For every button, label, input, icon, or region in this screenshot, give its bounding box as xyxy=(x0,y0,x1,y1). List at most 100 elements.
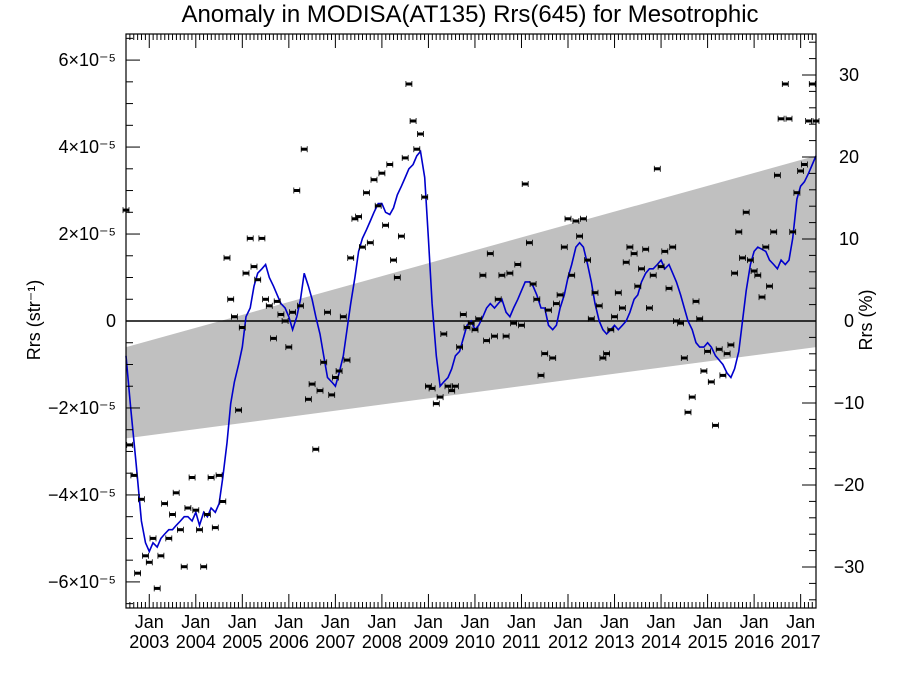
data-point-marker xyxy=(754,273,761,277)
data-point xyxy=(789,228,797,235)
data-point xyxy=(254,276,262,283)
data-point-marker xyxy=(181,565,188,569)
data-point xyxy=(677,320,684,327)
x-tick-label-year: 2017 xyxy=(781,632,821,652)
data-point-marker xyxy=(658,265,665,269)
data-point xyxy=(649,272,657,279)
data-point xyxy=(238,324,246,331)
data-point xyxy=(572,218,580,224)
data-point-marker xyxy=(693,299,699,303)
data-point-marker xyxy=(359,245,366,249)
data-point-marker xyxy=(274,299,281,303)
data-point-marker xyxy=(258,236,265,240)
data-point xyxy=(533,296,541,303)
data-point xyxy=(207,474,215,481)
data-point xyxy=(448,387,456,394)
data-point-marker xyxy=(801,163,808,166)
data-point-marker xyxy=(545,308,552,312)
data-point-marker xyxy=(417,132,424,136)
data-point-marker xyxy=(689,395,696,399)
data-point xyxy=(370,176,378,183)
y-tick-label-left: 6×10⁻⁵ xyxy=(58,50,116,70)
data-point xyxy=(723,350,731,357)
data-point xyxy=(580,215,587,222)
data-point-marker xyxy=(126,443,133,447)
x-tick-label-month: Jan xyxy=(786,612,815,632)
data-point-marker xyxy=(673,319,680,323)
data-point xyxy=(498,272,506,279)
data-point-marker xyxy=(251,265,257,269)
data-point xyxy=(665,285,673,292)
data-point xyxy=(739,254,746,261)
data-point-marker xyxy=(266,304,273,308)
data-point-marker xyxy=(615,291,622,295)
data-point-marker xyxy=(196,528,203,532)
data-point-marker xyxy=(514,263,521,266)
data-point-marker xyxy=(735,230,742,234)
data-point-marker xyxy=(704,349,711,353)
data-point-marker xyxy=(177,528,184,532)
data-point xyxy=(584,257,591,264)
data-point-marker xyxy=(157,554,164,558)
data-point-marker xyxy=(789,230,796,234)
data-point xyxy=(781,81,789,87)
data-point xyxy=(142,552,149,559)
data-point xyxy=(250,263,258,270)
data-point-marker xyxy=(277,313,284,316)
data-point-marker xyxy=(402,156,409,160)
data-point-marker xyxy=(231,315,238,319)
data-point xyxy=(393,274,401,281)
data-point xyxy=(715,346,723,353)
x-tick-label-month: Jan xyxy=(460,612,489,632)
data-point xyxy=(378,170,386,177)
data-point-marker xyxy=(227,297,234,301)
data-point-marker xyxy=(340,315,347,319)
data-point-marker xyxy=(793,191,800,195)
data-point-marker xyxy=(626,245,633,249)
data-point-marker xyxy=(770,230,777,234)
data-point xyxy=(444,383,452,390)
data-point xyxy=(297,302,304,309)
data-point-marker xyxy=(576,234,583,238)
data-point-marker xyxy=(386,163,393,166)
data-point xyxy=(184,505,192,511)
data-point-marker xyxy=(169,513,176,516)
data-point-marker xyxy=(270,336,277,340)
confidence-band xyxy=(126,155,816,439)
x-tick-label-year: 2005 xyxy=(222,632,262,652)
data-point-marker xyxy=(184,506,191,510)
data-point-marker xyxy=(425,384,432,388)
data-point xyxy=(785,115,793,122)
x-tick-label-month: Jan xyxy=(507,612,536,632)
x-tick-label-year: 2014 xyxy=(641,632,681,652)
data-point xyxy=(549,355,557,361)
x-tick-label-month: Jan xyxy=(693,612,722,632)
data-point-marker xyxy=(479,273,486,277)
data-point-marker xyxy=(344,358,350,362)
x-tick-label-year: 2015 xyxy=(688,632,728,652)
data-point xyxy=(308,381,316,388)
x-tick-label-year: 2009 xyxy=(408,632,448,652)
y-tick-label-left: −2×10⁻⁵ xyxy=(48,398,116,418)
data-point-marker xyxy=(580,217,587,221)
data-point xyxy=(545,307,552,314)
data-point xyxy=(432,400,440,407)
data-point-marker xyxy=(204,513,211,516)
data-point xyxy=(793,189,801,196)
data-point xyxy=(471,326,479,333)
data-point xyxy=(153,585,161,592)
data-point-marker xyxy=(320,360,327,364)
data-point-marker xyxy=(599,356,606,360)
data-point-marker xyxy=(371,178,377,182)
data-point-marker xyxy=(347,256,354,260)
data-point-marker xyxy=(378,171,385,175)
data-point xyxy=(312,446,320,453)
data-point-marker xyxy=(289,310,296,314)
y-tick-label-left: 4×10⁻⁵ xyxy=(58,137,116,157)
y-axis-label-right: Rrs (%) xyxy=(856,290,876,351)
data-point xyxy=(405,81,413,87)
data-point-marker xyxy=(541,352,548,356)
x-tick-label-year: 2016 xyxy=(734,632,774,652)
data-point xyxy=(587,315,595,322)
data-point xyxy=(564,215,572,222)
